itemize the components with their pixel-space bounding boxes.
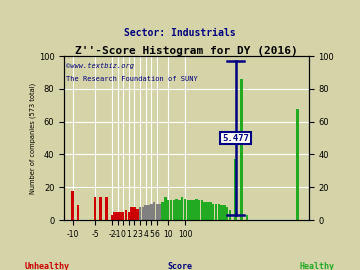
Bar bbox=[111, 215, 113, 220]
Bar bbox=[164, 197, 167, 220]
Bar bbox=[296, 109, 299, 220]
Bar bbox=[141, 207, 144, 220]
Bar bbox=[198, 200, 201, 220]
Bar bbox=[99, 197, 102, 220]
Bar bbox=[105, 197, 108, 220]
Bar bbox=[170, 200, 172, 220]
Bar bbox=[212, 204, 215, 220]
Bar bbox=[156, 204, 158, 220]
Bar bbox=[220, 205, 223, 220]
Bar bbox=[167, 200, 170, 220]
Title: Z''-Score Histogram for DY (2016): Z''-Score Histogram for DY (2016) bbox=[75, 46, 298, 56]
Bar bbox=[246, 215, 248, 220]
Bar bbox=[139, 207, 141, 220]
Bar bbox=[226, 207, 229, 220]
Bar bbox=[240, 79, 243, 220]
Bar bbox=[130, 207, 133, 220]
Bar bbox=[186, 200, 189, 220]
Bar bbox=[133, 207, 136, 220]
Text: The Research Foundation of SUNY: The Research Foundation of SUNY bbox=[66, 76, 198, 82]
Bar bbox=[119, 212, 122, 220]
Bar bbox=[203, 202, 206, 220]
Bar bbox=[181, 197, 184, 220]
Text: Score: Score bbox=[167, 262, 193, 270]
Bar bbox=[178, 200, 181, 220]
Bar bbox=[122, 212, 125, 220]
Bar bbox=[229, 210, 231, 220]
Text: 5.477: 5.477 bbox=[222, 134, 249, 143]
Y-axis label: Number of companies (573 total): Number of companies (573 total) bbox=[30, 82, 36, 194]
Bar bbox=[234, 159, 237, 220]
Bar bbox=[158, 204, 161, 220]
Bar bbox=[136, 209, 139, 220]
Bar bbox=[206, 202, 209, 220]
Bar bbox=[127, 212, 130, 220]
Text: Unhealthy: Unhealthy bbox=[24, 262, 69, 270]
Bar bbox=[161, 202, 164, 220]
Bar bbox=[184, 199, 186, 220]
Bar bbox=[195, 199, 198, 220]
Bar bbox=[153, 202, 156, 220]
Bar bbox=[71, 191, 74, 220]
Bar bbox=[147, 205, 150, 220]
Bar bbox=[201, 200, 203, 220]
Bar bbox=[116, 212, 119, 220]
Bar bbox=[150, 204, 153, 220]
Bar bbox=[215, 204, 217, 220]
Text: ©www.textbiz.org: ©www.textbiz.org bbox=[66, 63, 134, 69]
Bar bbox=[175, 199, 178, 220]
Bar bbox=[144, 205, 147, 220]
Bar bbox=[209, 202, 212, 220]
Text: Healthy: Healthy bbox=[299, 262, 334, 270]
Bar bbox=[113, 212, 116, 220]
Bar bbox=[172, 200, 175, 220]
Bar bbox=[189, 200, 192, 220]
Bar bbox=[125, 210, 127, 220]
Bar bbox=[94, 197, 96, 220]
Text: Sector: Industrials: Sector: Industrials bbox=[124, 28, 236, 38]
Bar bbox=[77, 205, 80, 220]
Bar bbox=[192, 200, 195, 220]
Bar bbox=[223, 205, 226, 220]
Bar bbox=[217, 204, 220, 220]
